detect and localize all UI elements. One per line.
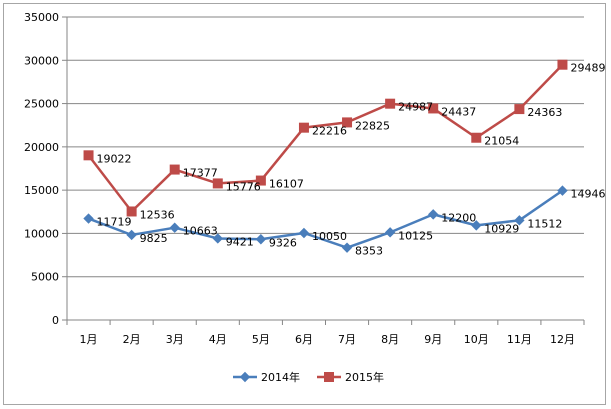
data-point-diamond [341, 242, 353, 253]
data-label: 11512 [527, 217, 562, 230]
data-point-square [255, 175, 266, 186]
data-label: 21054 [484, 135, 519, 148]
legend: 2014年 2015年 [233, 370, 384, 384]
data-point-diamond [83, 213, 94, 224]
legend-label: 2014年 [261, 370, 300, 384]
data-label: 12536 [140, 208, 175, 221]
data-label: 9825 [140, 232, 168, 245]
data-point-diamond [126, 229, 137, 241]
y-tick-label: 0 [52, 314, 59, 327]
data-label: 10929 [484, 222, 519, 235]
data-point-square [385, 98, 396, 109]
data-point-diamond [212, 233, 223, 244]
x-tick-label: 6月 [295, 333, 313, 346]
data-label: 24987 [398, 101, 433, 114]
data-label: 22216 [312, 125, 347, 138]
data-label: 11719 [97, 216, 132, 229]
gridlines [67, 16, 584, 278]
y-tick-label: 30000 [24, 54, 59, 67]
data-label: 9421 [226, 235, 254, 248]
x-tick-label: 12月 [550, 333, 575, 346]
data-point-square [514, 104, 525, 115]
x-tick-label: 8月 [381, 333, 399, 346]
y-tick-label: 25000 [24, 98, 59, 111]
data-label: 15776 [226, 180, 261, 193]
y-tick-label: 15000 [24, 184, 59, 197]
data-label: 22825 [355, 119, 390, 132]
x-tick-label: 3月 [166, 333, 184, 346]
data-labels: 11719 9825 10663 9421 9326 10050 8353 10125 1220… [97, 62, 606, 258]
x-tick-label: 5月 [252, 333, 270, 346]
x-tick-label: 7月 [338, 333, 356, 346]
x-tick-label: 2月 [123, 333, 141, 346]
data-point-diamond [169, 222, 180, 233]
data-point-diamond [255, 234, 267, 245]
data-point-square [557, 59, 568, 70]
y-tick-label: 35000 [24, 11, 59, 24]
data-point-square [212, 178, 223, 189]
data-point-diamond [384, 227, 396, 238]
series-line [88, 189, 564, 249]
data-label: 14946 [570, 188, 605, 201]
data-point-square [471, 132, 482, 143]
data-point-square [169, 164, 180, 175]
data-label: 19022 [97, 152, 132, 165]
data-label: 10663 [183, 225, 218, 238]
data-label: 8353 [355, 245, 383, 258]
axes: 0 5000 10000 15000 20000 25000 30000 35000 1月 2月 3… [24, 11, 585, 346]
data-label: 24363 [527, 106, 562, 119]
x-tick-label: 10月 [464, 333, 489, 346]
legend-marker [239, 371, 251, 383]
data-point-diamond [557, 185, 568, 196]
x-tick-label: 9月 [424, 333, 442, 346]
series-layer [83, 59, 568, 253]
x-tick-label: 1月 [80, 333, 98, 346]
data-point-square [126, 206, 137, 217]
data-point-square [83, 150, 94, 161]
data-point-square [298, 122, 309, 133]
x-tick-label: 4月 [209, 333, 227, 346]
y-tick-label: 20000 [24, 141, 59, 154]
data-label: 10050 [312, 230, 347, 243]
data-point-diamond [471, 220, 482, 231]
series-line [87, 63, 564, 213]
data-point-square [428, 103, 439, 114]
data-label: 29489 [570, 62, 605, 75]
data-label: 10125 [398, 229, 433, 242]
chart-frame [3, 3, 606, 405]
data-label: 9326 [269, 236, 297, 249]
legend-marker [324, 372, 334, 382]
y-tick-label: 10000 [24, 227, 59, 240]
data-label: 24437 [441, 105, 476, 118]
data-point-diamond [428, 209, 439, 220]
x-tick-label: 11月 [507, 333, 532, 346]
data-point-square [342, 117, 353, 128]
data-label: 12200 [441, 211, 476, 224]
data-point-diamond [298, 227, 310, 239]
legend-label: 2015年 [345, 370, 384, 384]
data-label: 16107 [269, 178, 304, 191]
data-point-diamond [514, 215, 525, 226]
y-tick-label: 5000 [31, 271, 59, 284]
data-label: 17377 [183, 167, 218, 180]
